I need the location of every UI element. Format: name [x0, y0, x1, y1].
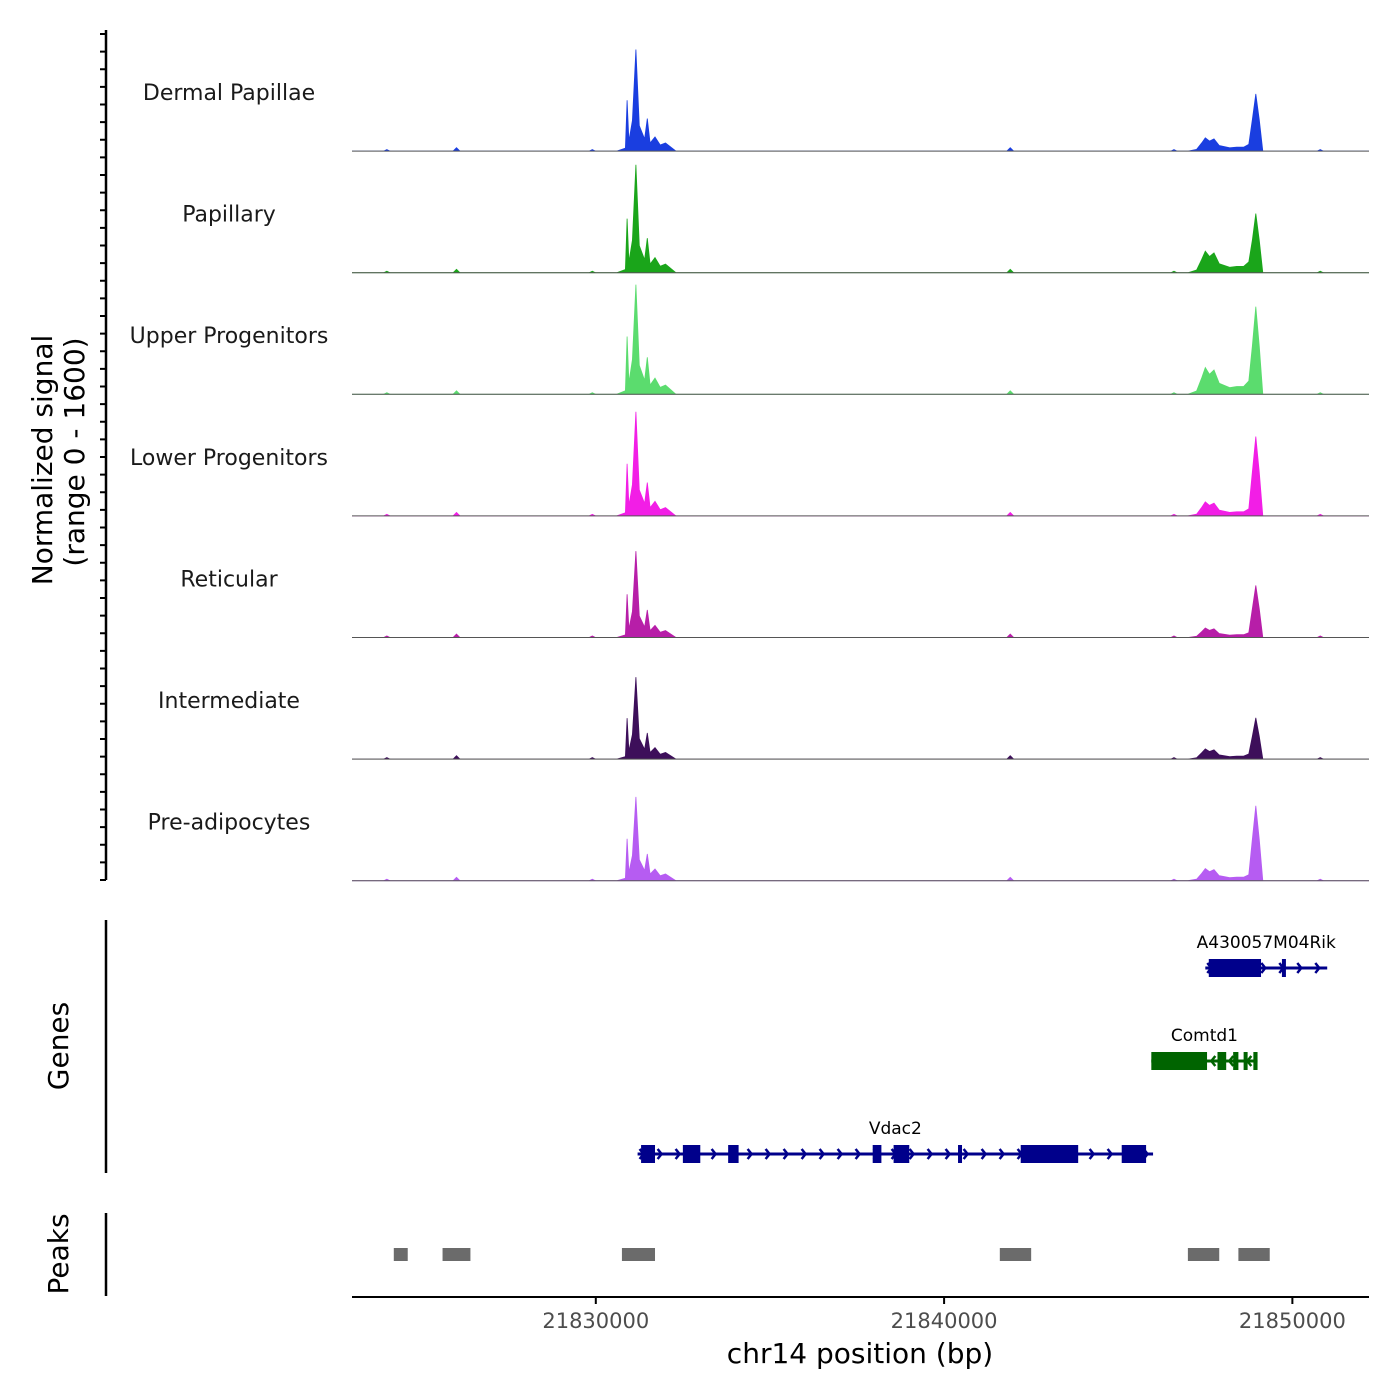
- track-label: Dermal Papillae: [143, 81, 315, 106]
- strand-arrow: [1088, 1148, 1096, 1160]
- track-label: Reticular: [180, 567, 278, 592]
- track-label: Upper Progenitors: [130, 324, 329, 349]
- signal-area: [352, 164, 1369, 274]
- gene-vdac2: Vdac2: [637, 1119, 1154, 1163]
- strand-arrow: [818, 1148, 826, 1160]
- track-papillary: Papillary: [182, 164, 1369, 274]
- gene-label: Vdac2: [869, 1119, 922, 1139]
- gene-a430057m04rik: A430057M04Rik: [1197, 933, 1336, 977]
- signal-area: [352, 551, 1369, 638]
- signal-area: [352, 49, 1369, 152]
- track-pre-adipocytes: Pre-adipocytes: [148, 796, 1369, 882]
- strand-arrow: [836, 1148, 844, 1160]
- strand-arrow: [926, 1148, 934, 1160]
- gene-exon: [1020, 1145, 1079, 1163]
- signal-bump: [452, 876, 461, 881]
- strand-arrow: [674, 1148, 682, 1160]
- gene-exon: [1281, 959, 1286, 977]
- peak-region: [442, 1248, 471, 1261]
- track-dermal-papillae: Dermal Papillae: [143, 49, 1369, 152]
- signal-bump: [452, 633, 461, 638]
- strand-arrow: [1296, 962, 1303, 974]
- strand-arrow: [656, 1148, 664, 1160]
- strand-arrow: [1209, 1055, 1217, 1067]
- gene-exon: [1208, 959, 1262, 977]
- gene-label: A430057M04Rik: [1197, 933, 1336, 953]
- strand-arrow: [1227, 1055, 1235, 1067]
- strand-arrow: [800, 1148, 808, 1160]
- peak-region: [393, 1248, 408, 1261]
- track-label: Papillary: [182, 203, 276, 228]
- strand-arrow: [1314, 962, 1321, 974]
- signal-bump: [452, 755, 461, 760]
- coverage-tracks: Dermal Papillae Papillary Upper Progenitor…: [130, 49, 1369, 882]
- x-tick-label: 21840000: [891, 1309, 998, 1333]
- strand-arrow: [854, 1148, 862, 1160]
- strand-arrow: [1260, 962, 1267, 974]
- signal-y-axis: [100, 30, 108, 881]
- signal-bump: [1006, 147, 1015, 152]
- signal-bump: [1006, 876, 1015, 881]
- track-reticular: Reticular: [180, 551, 1369, 638]
- signal-area: [352, 411, 1369, 517]
- gene-annotations: A430057M04Rik Comtd1 Vdac2: [637, 933, 1336, 1163]
- track-label: Pre-adipocytes: [148, 811, 311, 836]
- gene-exon: [958, 1145, 963, 1163]
- peak-region: [999, 1248, 1032, 1261]
- gene-exon: [1121, 1145, 1147, 1163]
- signal-bump: [452, 147, 461, 152]
- strand-arrow: [1106, 1148, 1114, 1160]
- peak-region: [1187, 1248, 1220, 1261]
- gene-comtd1: Comtd1: [1151, 1026, 1258, 1070]
- gene-exon: [1151, 1052, 1208, 1070]
- gene-exon: [1217, 1052, 1227, 1070]
- signal-area: [352, 284, 1369, 395]
- strand-arrow: [710, 1148, 718, 1160]
- y-axis-title-line2: (range 0 - 1600): [58, 337, 91, 566]
- x-tick-label: 21830000: [542, 1309, 649, 1333]
- track-label: Lower Progenitors: [130, 446, 328, 471]
- gene-exon: [1253, 1052, 1258, 1070]
- signal-bump: [1006, 755, 1015, 760]
- peak-regions: [393, 1248, 1270, 1261]
- strand-arrow: [782, 1148, 790, 1160]
- gene-exon: [1243, 1052, 1248, 1070]
- peak-region: [1238, 1248, 1270, 1261]
- gene-exon: [682, 1145, 701, 1163]
- x-axis-ticks: 21830000 21840000 21850000: [542, 1297, 1346, 1333]
- x-axis-title: chr14 position (bp): [727, 1337, 993, 1370]
- signal-bump: [452, 268, 461, 273]
- strand-arrow: [962, 1148, 970, 1160]
- genes-axis-title: Genes: [42, 1002, 75, 1090]
- strand-arrow: [944, 1148, 952, 1160]
- strand-arrow: [746, 1148, 754, 1160]
- signal-area: [352, 796, 1369, 882]
- strand-arrow: [980, 1148, 988, 1160]
- peak-region: [621, 1248, 656, 1261]
- signal-bump: [1006, 511, 1015, 516]
- track-intermediate: Intermediate: [158, 677, 1369, 760]
- track-lower-progenitors: Lower Progenitors: [130, 411, 1369, 517]
- strand-arrow: [998, 1148, 1006, 1160]
- gene-exon: [641, 1145, 656, 1163]
- signal-area: [352, 677, 1369, 760]
- signal-bump: [1006, 390, 1015, 395]
- track-upper-progenitors: Upper Progenitors: [130, 284, 1369, 395]
- gene-exon: [728, 1145, 739, 1163]
- gene-label: Comtd1: [1171, 1026, 1238, 1046]
- strand-arrow: [764, 1148, 772, 1160]
- signal-bump: [452, 511, 461, 516]
- gene-exon: [1233, 1052, 1239, 1070]
- signal-bump: [452, 390, 461, 395]
- gene-exon: [893, 1145, 910, 1163]
- strand-arrow: [908, 1148, 916, 1160]
- x-tick-label: 21850000: [1239, 1309, 1346, 1333]
- peaks-axis-title: Peaks: [42, 1213, 75, 1294]
- gene-exon: [872, 1145, 882, 1163]
- signal-bump: [1006, 633, 1015, 638]
- signal-bump: [1006, 268, 1015, 273]
- y-axis-title-line1: Normalized signal: [26, 335, 59, 586]
- track-label: Intermediate: [158, 689, 300, 714]
